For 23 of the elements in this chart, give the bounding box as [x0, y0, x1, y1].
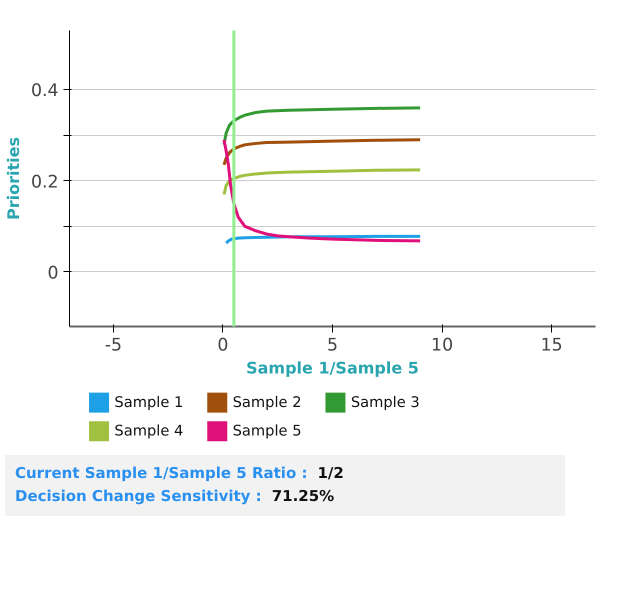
x-tick-label: 0	[217, 336, 228, 356]
legend-label: Sample 3	[350, 394, 420, 412]
x-tick-label: -5	[104, 336, 122, 356]
legend-label: Sample 4	[114, 422, 184, 440]
text: 1/2	[316, 464, 344, 482]
legend-label: Sample 2	[232, 394, 302, 412]
y-tick-label: 0.4	[30, 81, 59, 102]
line-series	[222, 106, 422, 146]
text: Current Sample 1/Sample 5 Ratio :	[15, 464, 308, 482]
y-tick-label: 0	[47, 263, 59, 284]
x-tick-label: 10	[431, 336, 454, 356]
line-series	[222, 168, 422, 196]
x-tick-label: 5	[326, 336, 338, 356]
x-tick-label: 15	[540, 336, 563, 356]
line-series	[222, 138, 422, 166]
y-tick-label: 0.2	[30, 172, 59, 192]
text: Decision Change Sensitivity :	[15, 487, 262, 506]
text: 71.25%	[270, 487, 334, 506]
line-series	[222, 138, 422, 242]
y-axis-title: Priorities	[4, 137, 23, 220]
legend-label: Sample 1	[114, 394, 184, 412]
x-axis-title: Sample 1/Sample 5	[246, 358, 419, 378]
legend-label: Sample 5	[232, 422, 302, 440]
